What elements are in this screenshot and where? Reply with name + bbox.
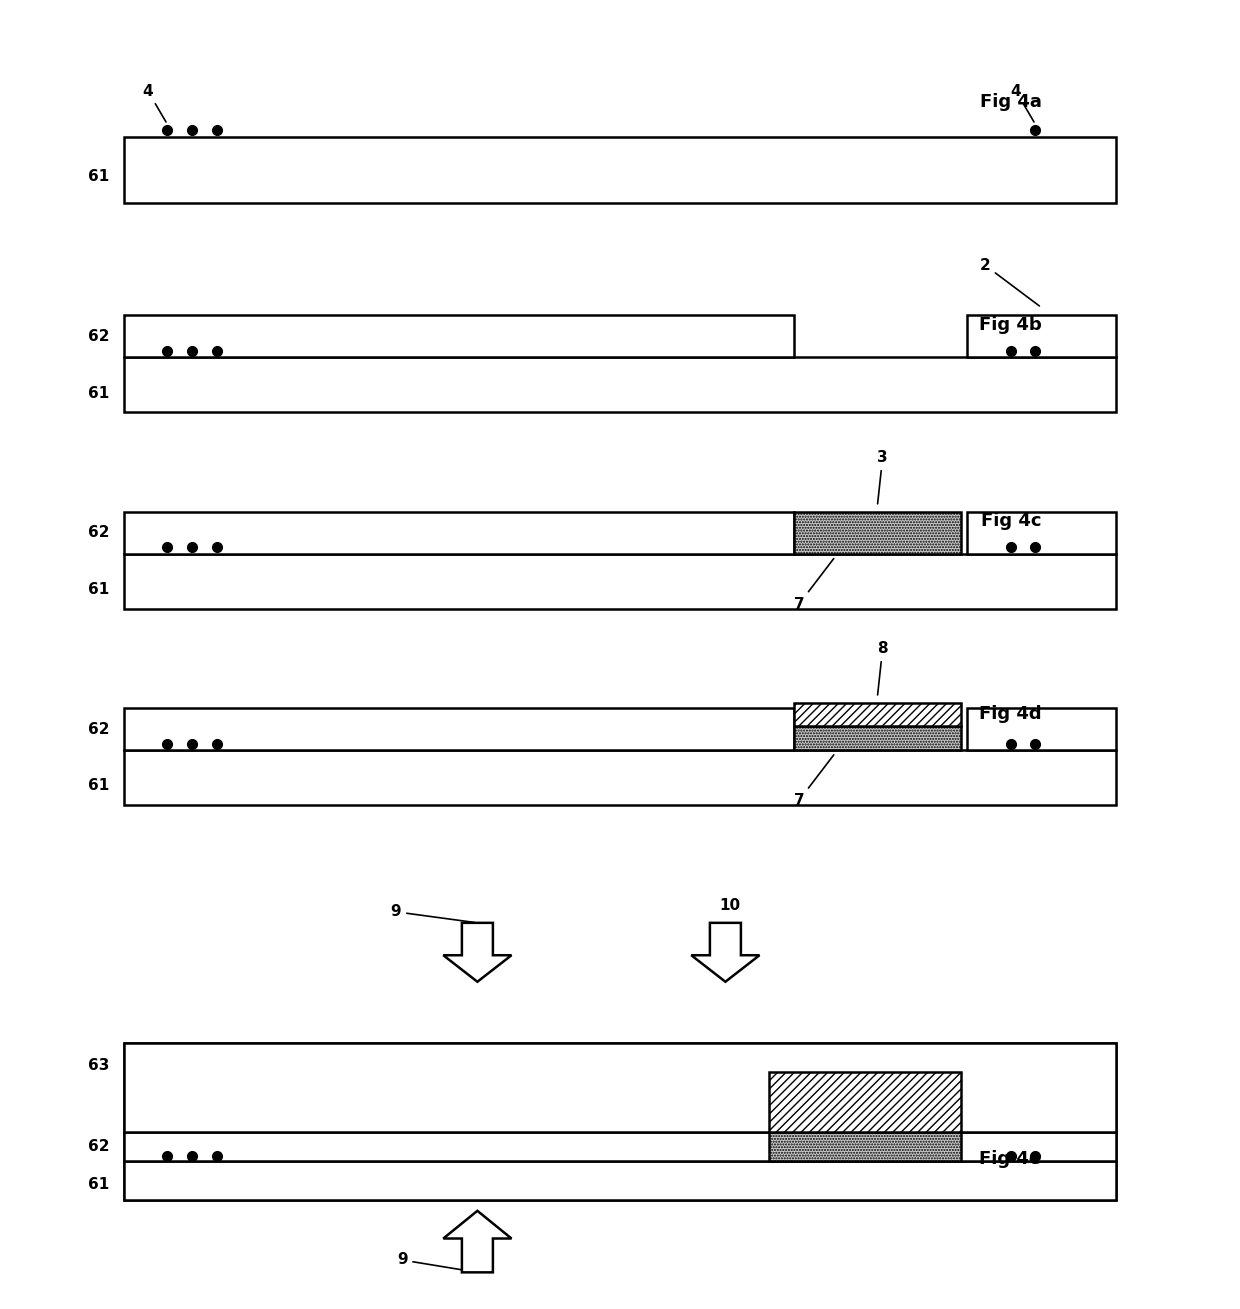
Text: 7: 7 — [794, 559, 833, 611]
Bar — [967, 708, 1116, 750]
Text: 62: 62 — [88, 721, 109, 737]
FancyArrow shape — [444, 923, 512, 982]
Bar — [124, 137, 1116, 203]
Bar — [794, 726, 961, 750]
FancyArrow shape — [444, 1211, 512, 1272]
Text: 61: 61 — [88, 386, 109, 401]
Bar — [124, 512, 794, 554]
Text: 9: 9 — [397, 1253, 475, 1272]
Bar — [124, 1043, 1116, 1132]
Text: Fig 4b: Fig 4b — [978, 315, 1042, 334]
Bar — [124, 357, 1116, 412]
Text: Fig 4e: Fig 4e — [980, 1149, 1042, 1168]
Text: 4: 4 — [1011, 84, 1034, 122]
Bar — [124, 1161, 1116, 1200]
Text: 8: 8 — [878, 641, 888, 695]
Text: 62: 62 — [88, 1139, 109, 1155]
Bar — [794, 512, 961, 554]
Bar — [124, 315, 794, 357]
Text: 61: 61 — [88, 779, 109, 793]
Text: 3: 3 — [878, 450, 888, 504]
Bar — [124, 708, 794, 750]
Text: 2: 2 — [980, 258, 1039, 306]
Text: 63: 63 — [88, 1058, 109, 1073]
Text: 61: 61 — [88, 169, 109, 185]
Bar — [124, 554, 1116, 609]
Bar — [794, 703, 961, 726]
Text: 7: 7 — [794, 755, 833, 808]
Text: 10: 10 — [719, 898, 740, 912]
Bar — [769, 1132, 961, 1161]
Bar — [967, 512, 1116, 554]
Bar — [124, 1043, 1116, 1200]
Text: 61: 61 — [88, 1177, 109, 1192]
Text: 61: 61 — [88, 583, 109, 597]
Text: Fig 4d: Fig 4d — [978, 704, 1042, 723]
Text: 9: 9 — [391, 905, 475, 923]
Bar — [769, 1072, 961, 1132]
Text: 62: 62 — [88, 525, 109, 541]
Text: 62: 62 — [88, 329, 109, 344]
Bar — [967, 315, 1116, 357]
FancyArrow shape — [692, 923, 759, 982]
Text: Fig 4a: Fig 4a — [980, 93, 1042, 111]
Bar — [124, 750, 1116, 805]
Text: Fig 4c: Fig 4c — [981, 512, 1042, 530]
Text: 4: 4 — [143, 84, 166, 122]
Bar — [124, 1132, 1116, 1161]
